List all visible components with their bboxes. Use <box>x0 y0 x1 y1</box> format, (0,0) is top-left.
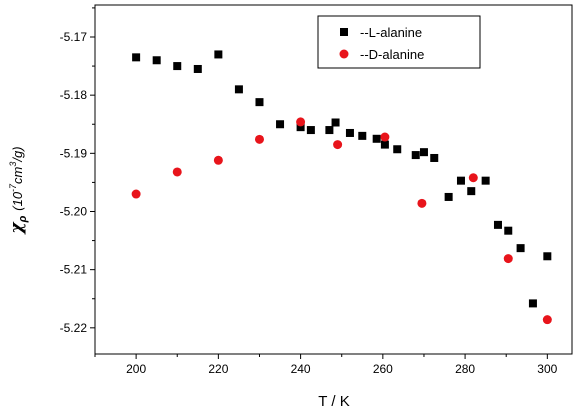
data-point-d-alanine <box>213 155 223 165</box>
legend: --L-alanine --D-alanine <box>317 15 481 69</box>
data-point-l-alanine <box>296 123 305 132</box>
data-point-l-alanine <box>132 53 141 62</box>
x-axis: 200 220 240 260 280 300 <box>94 354 558 376</box>
data-point-l-alanine <box>516 244 525 253</box>
data-point-d-alanine <box>333 140 343 150</box>
y-tick-label: -5.22 <box>60 321 88 335</box>
data-point-d-alanine <box>172 167 182 177</box>
plot-frame <box>94 4 573 355</box>
data-point-l-alanine <box>345 128 354 137</box>
data-point-l-alanine <box>306 126 315 135</box>
data-point-l-alanine <box>493 220 502 229</box>
x-tick-label: 220 <box>208 362 228 376</box>
data-point-l-alanine <box>504 226 513 235</box>
data-point-l-alanine <box>372 134 381 143</box>
legend-marker-l-alanine <box>340 28 348 36</box>
data-point-l-alanine <box>255 98 264 107</box>
data-point-l-alanine <box>444 192 453 201</box>
y-tick-label: -5.17 <box>60 30 88 44</box>
data-point-l-alanine <box>528 299 537 308</box>
data-point-l-alanine <box>152 56 161 65</box>
x-tick-label: 300 <box>537 362 557 376</box>
data-point-l-alanine <box>193 64 202 73</box>
data-point-l-alanine <box>467 187 476 196</box>
y-axis: -5.17 -5.18 -5.19 -5.20 -5.21 -5.22 <box>60 7 95 335</box>
data-point-l-alanine <box>456 176 465 185</box>
legend-box <box>317 15 481 69</box>
series-l-alanine <box>132 50 552 308</box>
data-point-l-alanine <box>393 145 402 154</box>
x-axis-title: T / K <box>318 393 349 410</box>
x-tick-label: 200 <box>126 362 146 376</box>
data-point-l-alanine <box>481 176 490 185</box>
data-point-d-alanine <box>417 198 427 208</box>
data-point-l-alanine <box>380 140 389 149</box>
plot-border <box>94 4 573 355</box>
data-point-l-alanine <box>411 151 420 160</box>
data-point-d-alanine <box>254 134 264 144</box>
data-point-d-alanine <box>380 132 390 142</box>
data-point-l-alanine <box>430 153 439 162</box>
data-point-l-alanine <box>234 85 243 94</box>
y-axis-title: χρ(10-7cm3/g) <box>7 146 29 234</box>
y-tick-label: -5.20 <box>60 204 88 218</box>
x-tick-label: 260 <box>373 362 393 376</box>
data-point-l-alanine <box>543 252 552 261</box>
data-point-d-alanine <box>503 254 513 264</box>
legend-marker-d-alanine <box>339 49 349 59</box>
data-point-l-alanine <box>331 118 340 127</box>
x-tick-label: 240 <box>291 362 311 376</box>
legend-label-l-alanine: --L-alanine <box>360 25 422 40</box>
data-point-l-alanine <box>358 131 367 140</box>
data-point-l-alanine <box>325 126 334 135</box>
y-tick-label: -5.21 <box>60 263 88 277</box>
data-point-d-alanine <box>296 117 306 127</box>
data-point-d-alanine <box>542 315 552 325</box>
data-point-d-alanine <box>131 189 141 199</box>
series-layer <box>131 50 552 325</box>
y-tick-label: -5.18 <box>60 88 88 102</box>
data-point-l-alanine <box>214 50 223 59</box>
data-point-d-alanine <box>468 173 478 183</box>
data-point-l-alanine <box>173 62 182 71</box>
y-tick-label: -5.19 <box>60 146 88 160</box>
legend-label-d-alanine: --D-alanine <box>360 47 424 62</box>
data-point-l-alanine <box>276 120 285 129</box>
series-d-alanine <box>131 117 552 325</box>
data-point-l-alanine <box>419 148 428 157</box>
x-tick-label: 280 <box>455 362 475 376</box>
